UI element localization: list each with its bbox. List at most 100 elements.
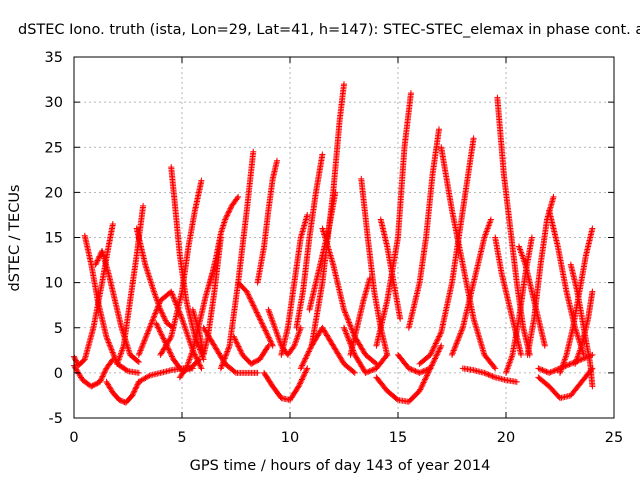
data-point: [196, 356, 203, 363]
data-point: [397, 315, 404, 322]
data-point: [153, 321, 160, 328]
data-point: [344, 315, 351, 322]
chart-title: dSTEC Iono. truth (ista, Lon=29, Lat=41,…: [18, 22, 640, 38]
data-point: [351, 369, 358, 376]
data-markers: [71, 81, 596, 406]
data-point: [98, 376, 105, 383]
data-point: [294, 384, 301, 391]
data-point: [254, 369, 261, 376]
data-point: [407, 90, 414, 97]
data-point: [220, 359, 227, 366]
data-point: [136, 350, 143, 357]
data-point: [436, 333, 443, 340]
data-point: [302, 369, 309, 376]
data-point: [197, 362, 204, 369]
data-point: [193, 354, 200, 361]
data-point: [123, 367, 130, 374]
data-point: [269, 341, 276, 348]
data-point: [263, 328, 270, 335]
series-arc31: [347, 275, 373, 358]
data-point: [298, 377, 305, 384]
data-point: [416, 387, 423, 394]
data-point: [298, 376, 305, 383]
data-point: [584, 354, 590, 361]
data-point: [259, 321, 266, 328]
data-point: [129, 391, 136, 398]
data-point: [222, 216, 229, 223]
data-point: [250, 148, 257, 155]
data-point: [563, 362, 570, 369]
data-point: [177, 312, 184, 319]
data-point: [343, 313, 350, 320]
series-arc09: [135, 288, 205, 372]
data-point: [341, 324, 347, 331]
data-point: [149, 317, 156, 324]
data-point: [432, 341, 439, 348]
data-point: [263, 330, 270, 337]
data-point: [558, 364, 565, 371]
data-point: [222, 215, 229, 222]
data-point: [434, 351, 441, 358]
data-point: [243, 288, 250, 295]
data-point: [490, 373, 497, 380]
data-point: [457, 330, 464, 337]
data-point: [431, 343, 438, 350]
data-point: [343, 312, 350, 319]
data-point: [296, 380, 303, 387]
y-tick-label: 35: [45, 50, 63, 66]
data-point: [118, 398, 125, 405]
data-point: [259, 320, 266, 327]
data-point: [482, 370, 489, 377]
data-point: [436, 347, 443, 354]
series-arc21: [265, 306, 304, 358]
data-point: [171, 297, 178, 304]
y-tick-label: -5: [49, 411, 63, 427]
data-point: [251, 305, 258, 312]
data-point: [177, 311, 184, 318]
data-point: [167, 335, 174, 342]
data-point: [420, 368, 427, 375]
data-point: [225, 345, 232, 352]
data-point: [158, 309, 165, 316]
data-point: [577, 356, 584, 363]
data-point: [452, 343, 459, 350]
data-point: [159, 334, 166, 341]
data-point: [160, 313, 167, 320]
data-point: [99, 373, 106, 380]
data-point: [450, 347, 457, 354]
data-point: [341, 308, 348, 315]
data-point: [342, 327, 349, 334]
x-tick-label: 25: [605, 430, 623, 446]
data-point: [419, 368, 426, 375]
data-point: [303, 352, 310, 359]
data-point: [407, 365, 414, 372]
data-point: [342, 329, 349, 336]
data-point: [152, 310, 159, 317]
data-point: [148, 319, 155, 326]
data-point: [251, 303, 258, 310]
data-point: [146, 324, 153, 331]
data-point: [95, 254, 102, 261]
data-point: [456, 331, 463, 338]
data-point: [344, 334, 351, 341]
data-point: [452, 341, 459, 348]
data-point: [248, 298, 255, 305]
data-point: [551, 367, 558, 374]
data-point: [110, 350, 117, 357]
data-point: [581, 355, 588, 362]
series-arc28: [319, 225, 380, 367]
data-point: [138, 346, 145, 353]
data-point: [437, 330, 444, 337]
data-point: [433, 339, 440, 346]
data-point: [346, 319, 353, 326]
data-point: [222, 352, 229, 359]
data-point: [150, 314, 157, 321]
series-arc32: [373, 365, 434, 405]
data-point: [454, 337, 461, 344]
data-point: [154, 323, 161, 330]
data-point: [489, 373, 496, 380]
data-point: [236, 344, 243, 351]
data-point: [486, 372, 493, 379]
data-point: [245, 291, 252, 298]
data-point: [370, 366, 377, 373]
